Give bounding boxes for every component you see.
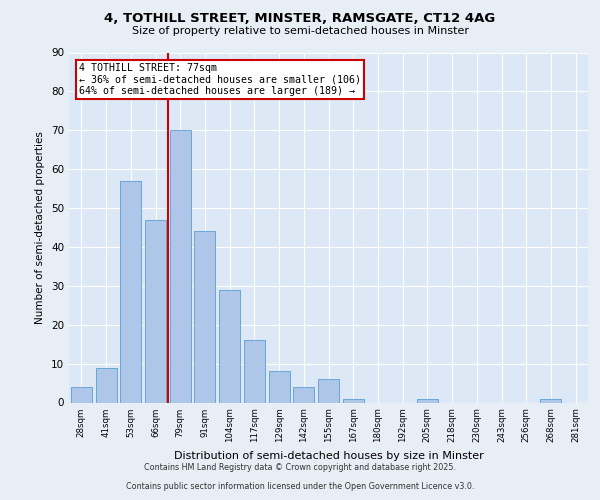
- Bar: [269, 372, 290, 402]
- Y-axis label: Number of semi-detached properties: Number of semi-detached properties: [35, 131, 46, 324]
- Text: Size of property relative to semi-detached houses in Minster: Size of property relative to semi-detach…: [131, 26, 469, 36]
- Bar: [541, 398, 562, 402]
- Bar: [219, 290, 240, 403]
- Bar: [71, 387, 92, 402]
- Text: 4 TOTHILL STREET: 77sqm
← 36% of semi-detached houses are smaller (106)
64% of s: 4 TOTHILL STREET: 77sqm ← 36% of semi-de…: [79, 63, 361, 96]
- Bar: [145, 220, 166, 402]
- Bar: [318, 379, 339, 402]
- Bar: [194, 232, 215, 402]
- Bar: [170, 130, 191, 402]
- Bar: [244, 340, 265, 402]
- Bar: [417, 398, 438, 402]
- Text: Contains HM Land Registry data © Crown copyright and database right 2025.: Contains HM Land Registry data © Crown c…: [144, 464, 456, 472]
- Bar: [120, 181, 141, 402]
- Text: Contains public sector information licensed under the Open Government Licence v3: Contains public sector information licen…: [126, 482, 474, 491]
- Bar: [343, 398, 364, 402]
- Bar: [95, 368, 116, 402]
- Text: 4, TOTHILL STREET, MINSTER, RAMSGATE, CT12 4AG: 4, TOTHILL STREET, MINSTER, RAMSGATE, CT…: [104, 12, 496, 26]
- Bar: [293, 387, 314, 402]
- X-axis label: Distribution of semi-detached houses by size in Minster: Distribution of semi-detached houses by …: [173, 450, 484, 460]
